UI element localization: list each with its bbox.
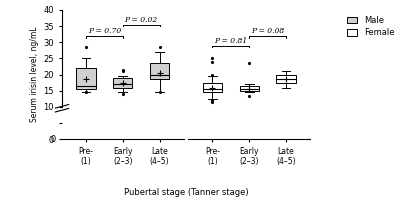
Y-axis label: Serum irisin level, ng/mL: Serum irisin level, ng/mL bbox=[30, 27, 39, 122]
Bar bbox=[150, 63, 169, 79]
Text: P = 0.70: P = 0.70 bbox=[88, 27, 121, 35]
Text: 0: 0 bbox=[50, 135, 55, 144]
Text: Pubertal stage (Tanner stage): Pubertal stage (Tanner stage) bbox=[124, 188, 248, 197]
Text: P = 0.81: P = 0.81 bbox=[214, 37, 248, 45]
Legend: Male, Female: Male, Female bbox=[345, 14, 396, 39]
Bar bbox=[240, 86, 259, 91]
Bar bbox=[113, 78, 132, 88]
Bar bbox=[276, 75, 296, 83]
Text: P = 0.02: P = 0.02 bbox=[124, 16, 158, 24]
Bar bbox=[203, 83, 222, 92]
Text: P = 0.08: P = 0.08 bbox=[251, 27, 284, 35]
Bar bbox=[76, 68, 96, 89]
